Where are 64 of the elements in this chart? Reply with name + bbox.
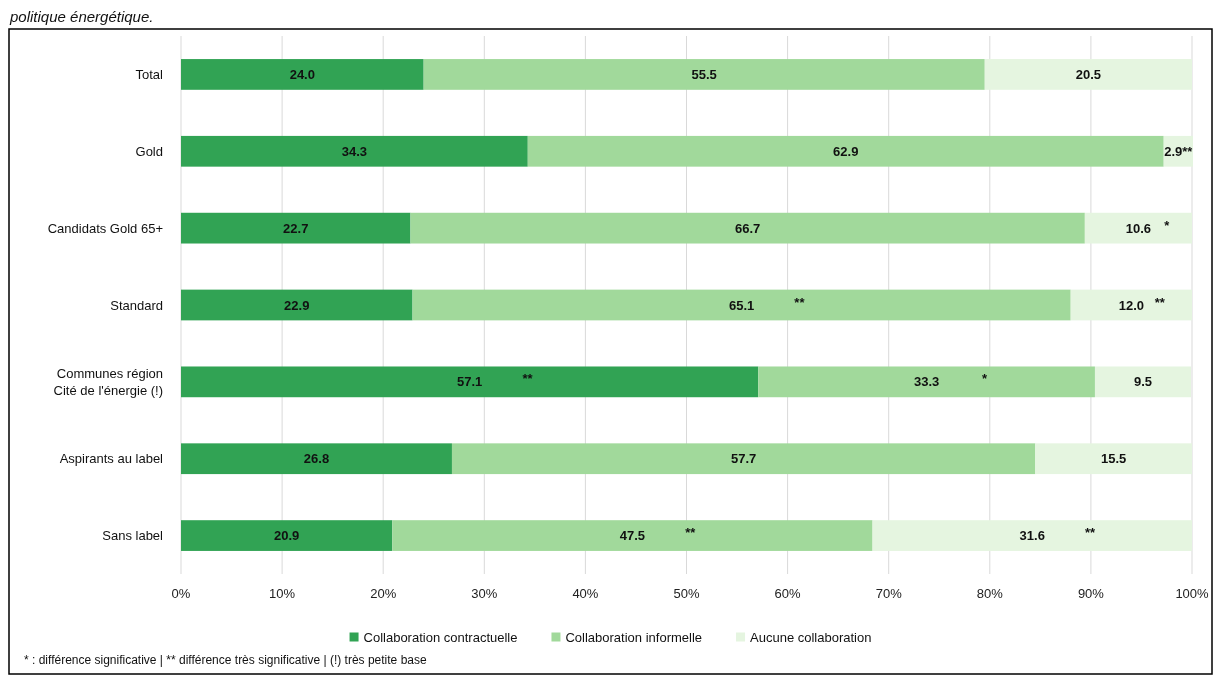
data-label: 22.7	[283, 220, 309, 236]
data-label: 57.7	[730, 451, 757, 467]
bar	[412, 289, 1071, 321]
data-label: 26.8	[303, 451, 330, 467]
data-label: 62.9	[833, 143, 859, 159]
data-label: 20.5	[1075, 66, 1102, 82]
bar	[410, 212, 1085, 244]
x-tick-label: 70%	[875, 586, 903, 601]
chart-title: politique énergétique.	[9, 8, 154, 25]
data-label: 2.9**	[1164, 143, 1194, 159]
legend-label: Collaboration informelle	[565, 629, 703, 645]
bar	[872, 520, 1192, 551]
y-tick-label: Communes région Cité de l'énergie (!)	[53, 365, 163, 398]
x-tick-label: 100%	[1175, 586, 1210, 601]
bar	[181, 289, 413, 321]
bar	[392, 520, 873, 551]
data-label: 34.3	[341, 143, 368, 159]
x-tick-label: 10%	[269, 586, 296, 601]
data-label: 66.7	[735, 220, 761, 236]
x-tick-label: 90%	[1077, 586, 1105, 601]
data-label: 10.6 *	[1125, 217, 1171, 236]
x-tick-label: 40%	[572, 586, 599, 601]
bar	[527, 135, 1164, 167]
legend-label: Aucune collaboration	[750, 629, 872, 645]
y-tick-label: Sans label	[102, 528, 164, 544]
bar	[984, 59, 1192, 90]
y-tick-label: Standard	[110, 297, 163, 313]
data-label: 20.9	[273, 528, 300, 544]
x-tick-label: 80%	[976, 586, 1004, 601]
bar	[1035, 443, 1192, 475]
x-tick-label: 30%	[471, 586, 498, 601]
bar	[181, 520, 393, 551]
text: 47.5 **	[619, 525, 696, 544]
text: 31.6 **	[1019, 525, 1096, 544]
bar	[181, 59, 424, 90]
text: 57.1 **	[456, 371, 533, 390]
bar	[181, 212, 411, 244]
data-label: 55.5	[691, 66, 717, 82]
x-tick-label: 60%	[774, 586, 802, 601]
bar	[181, 135, 528, 167]
x-tick-label: 20%	[370, 586, 397, 601]
bar	[181, 366, 759, 398]
data-label: 9.5	[1133, 374, 1153, 390]
x-tick-label: 50%	[673, 586, 700, 601]
data-label: 15.5	[1100, 451, 1127, 467]
y-tick-label: Gold	[135, 143, 163, 159]
bar	[1084, 212, 1192, 244]
text: 33.3 *	[913, 371, 987, 390]
legend-label: Collaboration contractuelle	[363, 629, 518, 645]
data-label: 12.0 **	[1118, 294, 1166, 313]
bar	[758, 366, 1095, 398]
text: * : différence significative | ** différence très significative | (!) très petite base	[24, 653, 427, 667]
bar	[1070, 289, 1192, 321]
y-tick-label: Total	[135, 66, 164, 82]
bar	[181, 443, 452, 475]
bar	[451, 443, 1036, 475]
bar	[1094, 366, 1191, 398]
x-tick-label: 0%	[171, 586, 191, 601]
data-label: 24.0	[289, 66, 315, 82]
data-label: 22.9	[284, 297, 310, 313]
text: 65.1 **	[728, 294, 805, 313]
bar	[423, 59, 985, 90]
y-tick-label: Candidats Gold 65+	[47, 220, 163, 236]
y-tick-label: Aspirants au label	[59, 451, 164, 467]
